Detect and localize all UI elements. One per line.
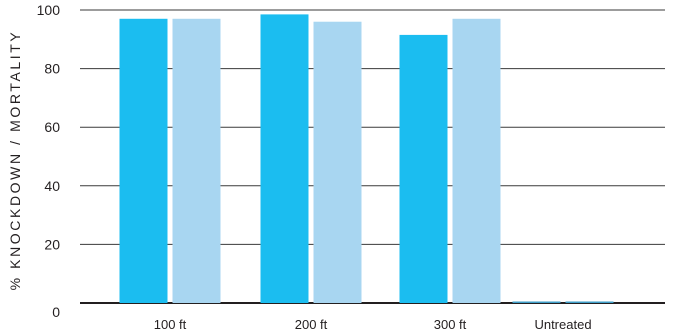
gridlines: [80, 9, 665, 304]
x-category-label: 300 ft: [434, 317, 467, 332]
bar-100-ft-series-1: [119, 18, 168, 303]
y-tick-label: 60: [44, 119, 60, 135]
y-tick-label: 20: [44, 236, 60, 252]
bar-300-ft-series-1: [399, 34, 448, 303]
y-tick-label: 0: [52, 304, 60, 320]
bar-300-ft-series-2: [452, 18, 501, 303]
y-axis-title: % KNOCKDOWN / MORTALITY: [7, 30, 23, 291]
x-category-label: 100 ft: [154, 317, 187, 332]
bars: [119, 14, 614, 304]
bar-200-ft-series-2: [313, 21, 362, 303]
bar-200-ft-series-1: [260, 14, 309, 304]
y-axis-ticks: 0 20 40 60 80 100: [37, 2, 61, 320]
y-tick-label: 100: [37, 2, 61, 18]
x-axis-categories: 100 ft 200 ft 300 ft Untreated: [154, 317, 592, 332]
bar-untreated-series-1: [512, 301, 561, 303]
bar-100-ft-series-2: [172, 18, 221, 303]
x-category-label: 200 ft: [295, 317, 328, 332]
y-tick-label: 40: [44, 178, 60, 194]
y-tick-label: 80: [44, 61, 60, 77]
x-category-label: Untreated: [534, 317, 591, 332]
bar-untreated-series-2: [565, 301, 614, 303]
